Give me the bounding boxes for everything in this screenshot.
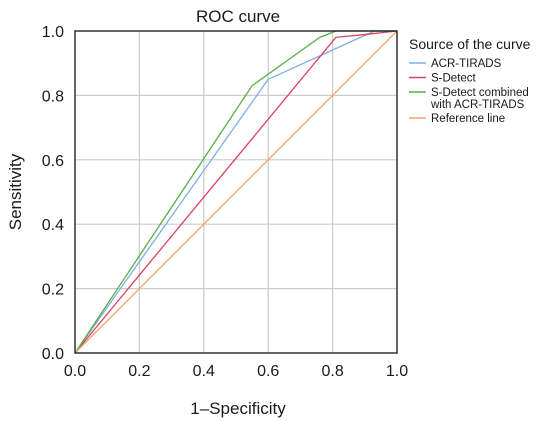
axis-ticks: 0.0 0.2 0.4 0.6 0.8 1.0 0.0 0.2 0.4 0.6 0.8 1.0 (42, 24, 408, 380)
y-tick-label: 0.0 (42, 346, 64, 363)
x-tick-label: 0.4 (193, 363, 215, 380)
legend-label: S-Detect (431, 73, 477, 85)
x-tick-label: 0.8 (321, 363, 343, 380)
x-tick-label: 0.0 (64, 363, 86, 380)
y-tick-label: 0.8 (42, 88, 64, 105)
plot-frame (74, 30, 398, 354)
series-line (74, 30, 398, 354)
y-tick-label: 0.6 (42, 153, 64, 170)
x-axis-label: 1–Specificity (190, 399, 286, 418)
y-tick-label: 1.0 (42, 24, 64, 41)
legend-label: with ACR-TIRADS (430, 99, 525, 111)
legend-label: ACR-TIRADS (431, 58, 502, 70)
x-tick-label: 0.2 (128, 363, 150, 380)
series-line (74, 30, 398, 354)
y-axis-label: Sensitivity (6, 153, 25, 230)
legend: Source of the curve ACR-TIRADS S-Detect S-… (409, 36, 531, 125)
x-tick-label: 0.6 (257, 363, 279, 380)
y-tick-label: 0.2 (42, 282, 64, 299)
legend-label: Reference line (431, 113, 505, 125)
legend-label: S-Detect combined (431, 87, 529, 99)
chart-title: ROC curve (196, 7, 280, 26)
legend-title: Source of the curve (409, 36, 531, 52)
y-tick-label: 0.4 (42, 217, 64, 234)
series-lines (74, 30, 398, 354)
x-tick-label: 1.0 (386, 363, 408, 380)
